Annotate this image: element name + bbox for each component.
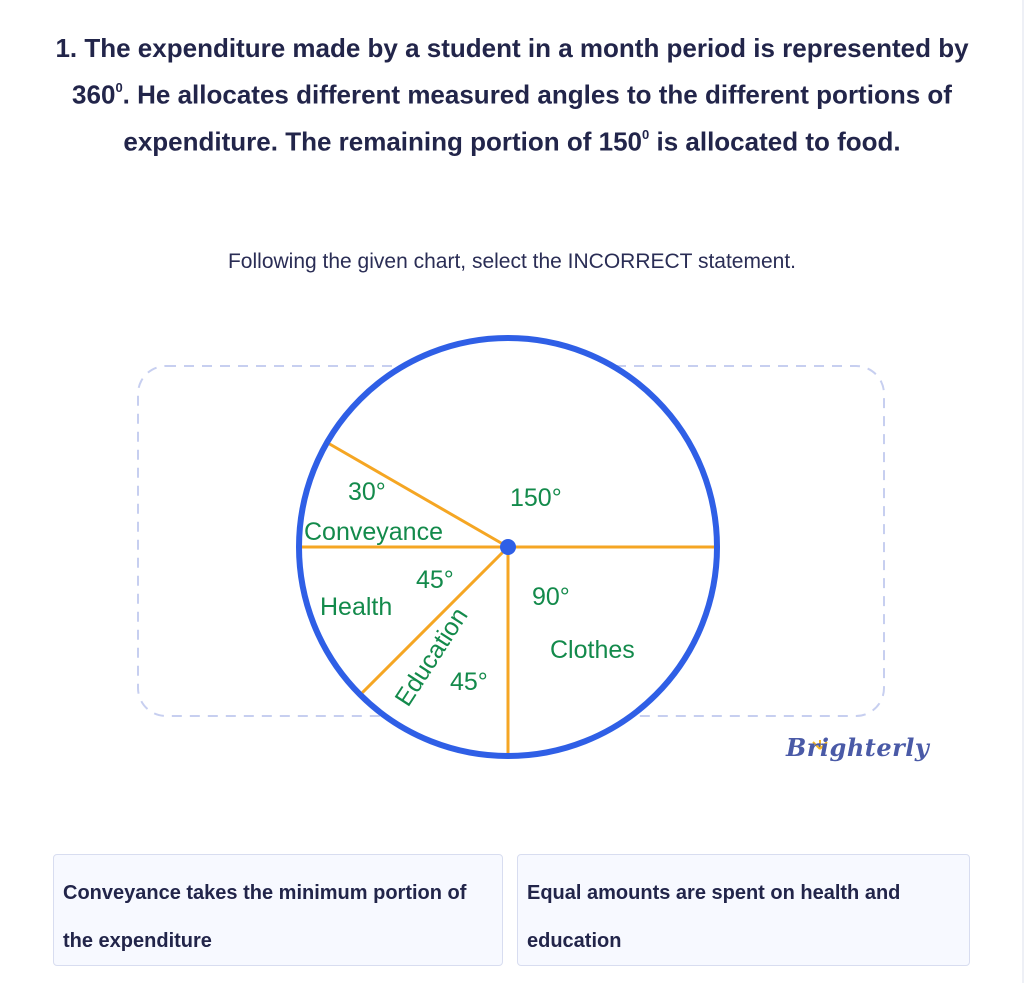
pie-chart: 30° Conveyance 150° 45° Health Education… — [0, 330, 1024, 800]
conveyance-name-label: Conveyance — [304, 518, 443, 546]
pie-radius-lines — [299, 441, 717, 756]
pie-center-dot — [500, 539, 516, 555]
question-text: 1. The expenditure made by a student in … — [40, 28, 984, 162]
education-angle-label: 45° — [450, 668, 488, 696]
conveyance-angle-label: 30° — [348, 478, 386, 506]
pie-chart-svg: 30° Conveyance 150° 45° Health Education… — [137, 335, 885, 759]
question-text-part1: The expenditure made by a student in a m… — [72, 33, 969, 110]
answer-option-1[interactable]: Conveyance takes the minimum portion of … — [53, 854, 503, 966]
clothes-angle-label: 90° — [532, 583, 570, 611]
pie-outline — [296, 335, 720, 759]
food-angle-label: 150° — [510, 484, 562, 512]
degree-mark-1: 0 — [115, 80, 123, 95]
brand-sun-icon — [812, 740, 828, 750]
answer-option-2[interactable]: Equal amounts are spent on health and ed… — [517, 854, 970, 966]
degree-mark-2: 0 — [642, 126, 650, 142]
pie-slice-boundary-3 — [359, 545, 510, 696]
question-text-part2: . He allocates different measured angles… — [122, 79, 952, 157]
brand-logo: Brighterly — [786, 733, 930, 762]
answer-option-2-text: Equal amounts are spent on health and ed… — [527, 882, 901, 952]
question-text-part3: is allocated to food. — [649, 126, 901, 157]
health-angle-label: 45° — [416, 566, 454, 594]
health-name-label: Health — [320, 593, 392, 621]
answer-option-1-text: Conveyance takes the minimum portion of … — [63, 882, 467, 952]
clothes-name-label: Clothes — [550, 636, 635, 664]
question-number: 1. — [55, 33, 78, 63]
instruction-text: Following the given chart, select the IN… — [227, 250, 796, 273]
pie-slice-boundary-5 — [326, 441, 509, 549]
